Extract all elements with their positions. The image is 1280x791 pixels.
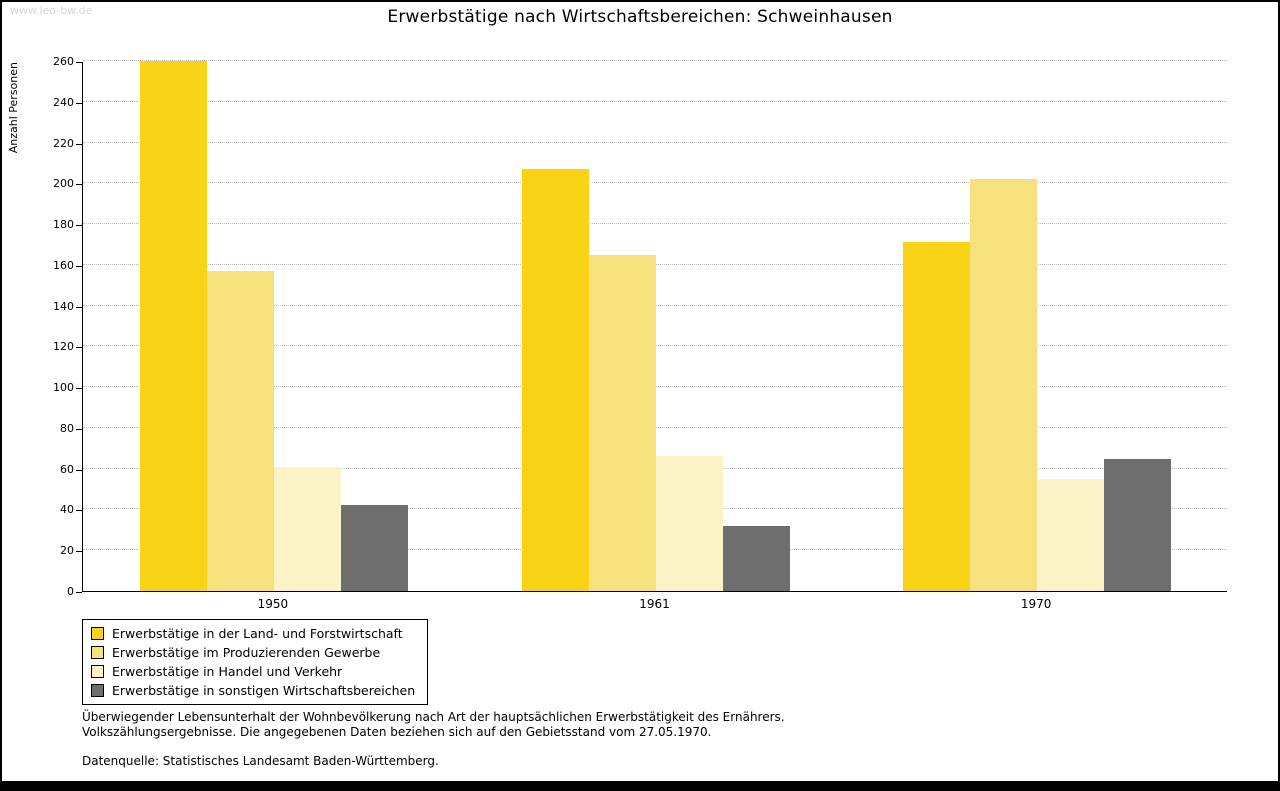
y-tick-label: 260 bbox=[53, 55, 74, 68]
legend-label: Erwerbstätige in der Land- und Forstwirt… bbox=[112, 626, 403, 641]
y-tick-label: 140 bbox=[53, 299, 74, 313]
y-tick-mark bbox=[76, 469, 82, 471]
y-tick-label: 200 bbox=[53, 177, 74, 191]
bar-1961-series-4 bbox=[722, 525, 790, 591]
bar-1961-series-3 bbox=[655, 456, 723, 591]
y-tick-mark bbox=[76, 265, 82, 267]
bar-1961-series-1 bbox=[521, 169, 589, 591]
y-tick-mark bbox=[76, 592, 82, 593]
footnote-line-2: Volkszählungsergebnisse. Die angegebenen… bbox=[82, 725, 712, 739]
y-tick-mark bbox=[76, 347, 82, 349]
bar-1970-series-1 bbox=[903, 242, 971, 591]
bar-1970-series-2 bbox=[970, 179, 1038, 591]
legend-label: Erwerbstätige in sonstigen Wirtschaftsbe… bbox=[112, 683, 416, 698]
y-tick-label: 60 bbox=[60, 462, 74, 476]
legend-item: Erwerbstätige in der Land- und Forstwirt… bbox=[91, 624, 415, 643]
legend-swatch bbox=[91, 665, 104, 678]
x-tick-label: 1950 bbox=[257, 597, 289, 611]
legend-swatch bbox=[91, 627, 104, 640]
y-tick-mark bbox=[76, 510, 82, 512]
y-tick-mark bbox=[76, 428, 82, 430]
footnote: Überwiegender Lebensunterhalt der Wohnbe… bbox=[82, 710, 785, 769]
data-source: Datenquelle: Statistisches Landesamt Bad… bbox=[82, 754, 439, 768]
legend-label: Erwerbstätige in Handel und Verkehr bbox=[112, 664, 343, 679]
bar-1950-series-3 bbox=[273, 466, 341, 591]
y-tick-mark bbox=[76, 184, 82, 186]
y-tick-label: 0 bbox=[67, 585, 74, 598]
x-tick-label: 1970 bbox=[1020, 597, 1052, 611]
gridline bbox=[83, 100, 1227, 102]
gridline bbox=[83, 182, 1227, 184]
y-tick-label: 120 bbox=[53, 340, 74, 354]
bar-1950-series-2 bbox=[206, 270, 274, 591]
legend-label: Erwerbstätige im Produzierenden Gewerbe bbox=[112, 645, 381, 660]
bar-1950-series-1 bbox=[139, 61, 207, 591]
y-tick-mark bbox=[76, 62, 82, 63]
bar-1970-series-4 bbox=[1104, 458, 1172, 591]
bar-1961-series-2 bbox=[588, 254, 656, 591]
y-tick-label: 160 bbox=[53, 258, 74, 272]
legend-swatch bbox=[91, 684, 104, 697]
y-tick-mark bbox=[76, 388, 82, 390]
y-tick-mark bbox=[76, 551, 82, 553]
x-tick-label: 1961 bbox=[639, 597, 670, 611]
y-tick-label: 240 bbox=[53, 95, 74, 109]
legend-item: Erwerbstätige in sonstigen Wirtschaftsbe… bbox=[91, 681, 415, 700]
footnote-line-1: Überwiegender Lebensunterhalt der Wohnbe… bbox=[82, 710, 785, 724]
legend: Erwerbstätige in der Land- und Forstwirt… bbox=[82, 619, 429, 705]
y-tick-label: 100 bbox=[53, 381, 74, 395]
y-tick-mark bbox=[76, 143, 82, 145]
y-tick-mark bbox=[76, 306, 82, 308]
watermark: www.leo-bw.de bbox=[10, 4, 93, 17]
gridline bbox=[83, 60, 1227, 61]
bar-1950-series-4 bbox=[340, 505, 408, 591]
y-tick-label: 180 bbox=[53, 218, 74, 232]
y-tick-mark bbox=[76, 102, 82, 104]
gridline bbox=[83, 141, 1227, 143]
y-tick-label: 220 bbox=[53, 136, 74, 150]
chart-title: Erwerbstätige nach Wirtschaftsbereichen:… bbox=[387, 7, 893, 27]
bar-1970-series-3 bbox=[1037, 478, 1105, 591]
legend-item: Erwerbstätige in Handel und Verkehr bbox=[91, 662, 415, 681]
gridline bbox=[83, 223, 1227, 225]
y-tick-label: 20 bbox=[60, 544, 74, 558]
y-tick-mark bbox=[76, 225, 82, 227]
legend-swatch bbox=[91, 646, 104, 659]
legend-item: Erwerbstätige im Produzierenden Gewerbe bbox=[91, 643, 415, 662]
y-axis-label: Anzahl Personen bbox=[7, 62, 20, 154]
plot-area bbox=[82, 60, 1227, 592]
y-tick-label: 80 bbox=[60, 421, 74, 435]
y-tick-label: 40 bbox=[60, 503, 74, 517]
